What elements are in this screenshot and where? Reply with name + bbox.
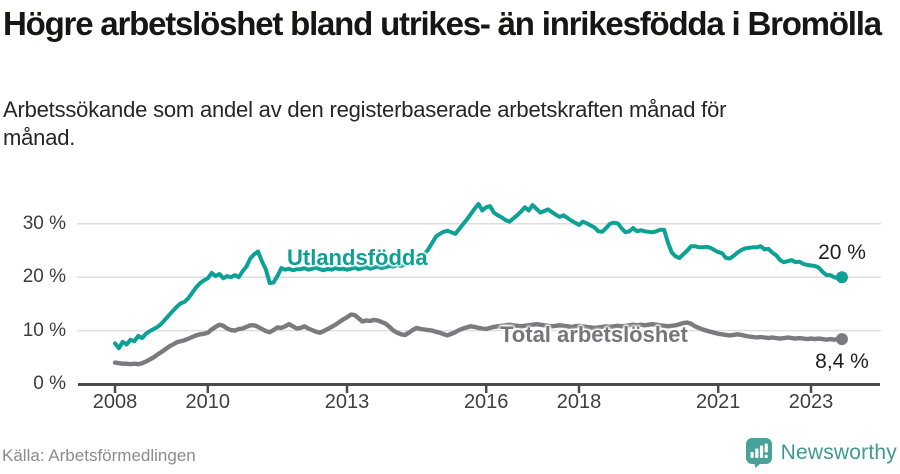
page-title: Högre arbetslöshet bland utrikes- än inr…	[3, 5, 882, 42]
end-value-label-utlandsfodda: 20 %	[818, 241, 866, 264]
end-value-label-total: 8,4 %	[815, 350, 869, 373]
y-axis-tick-label: 0 %	[33, 373, 66, 394]
series-label-utlandsfodda: Utlandsfödda	[287, 245, 428, 270]
x-axis-tick-label: 2008	[92, 391, 138, 413]
x-axis-tick-label: 2016	[463, 391, 509, 413]
newsworthy-bars-icon	[745, 438, 772, 468]
page-subtitle: Arbetssökande som andel av den registerb…	[3, 97, 727, 150]
brand-logo: Newsworthy	[745, 437, 897, 468]
x-axis-tick-label: 2018	[556, 391, 602, 413]
y-axis-tick-label: 30 %	[22, 212, 66, 234]
brand-name: Newsworthy	[780, 440, 897, 464]
x-axis-tick-label: 2021	[695, 391, 741, 413]
y-axis-tick-label: 20 %	[22, 266, 66, 288]
x-axis-tick-label: 2010	[185, 391, 231, 413]
series-label-total-arbetsloshet: Total arbetslöshet	[500, 322, 688, 347]
x-axis-tick-label: 2013	[324, 391, 370, 413]
y-axis-tick-label: 10 %	[22, 319, 66, 341]
source-note: Källa: Arbetsförmedlingen	[2, 446, 196, 465]
x-axis-tick-label: 2023	[788, 391, 834, 413]
